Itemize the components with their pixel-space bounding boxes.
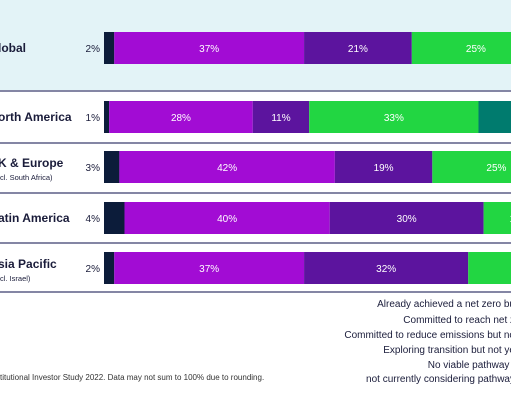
bar-value-label: 25% [466, 44, 486, 55]
category-sublabel: cl. South Africa) [0, 173, 53, 182]
bar-value-label: 28% [171, 113, 191, 124]
bar-value-label: 37% [199, 44, 219, 55]
legend-item-exploring: Exploring transition but not ye [383, 345, 511, 356]
bar-segment-r1-s2 [252, 101, 310, 133]
lead-percent-label: 3% [86, 163, 101, 174]
legend-item-committed-reduce: Committed to reduce emissions but no [344, 330, 511, 341]
bar-segment-r4-s2 [304, 252, 469, 284]
category-sublabel: cl. Israel) [0, 274, 31, 283]
bar-segment-r1-s0 [104, 101, 110, 133]
bar-segment-r0-s0 [104, 32, 115, 64]
bar-segments [104, 32, 511, 284]
bar-segment-r2-s1 [119, 151, 335, 183]
bar-segment-r2-s2 [334, 151, 433, 183]
category-label: orth America [0, 110, 72, 124]
bar-segment-r1-s1 [109, 101, 253, 133]
category-label: K & Europe [0, 156, 64, 170]
bar-value-label: 33% [384, 113, 404, 124]
legend-item-achieved: Already achieved a net zero bu [377, 299, 511, 310]
bar-value-label: 11% [271, 113, 290, 124]
lead-percent-label: 4% [86, 214, 101, 225]
bar-value-label: 40% [217, 214, 237, 225]
bar-segment-r4-s0 [104, 252, 115, 284]
bar-segment-r4-s1 [114, 252, 305, 284]
bar-segment-r1-s3 [309, 101, 479, 133]
lead-percent-label: 2% [86, 264, 101, 275]
bar-segment-r2-s3 [432, 151, 511, 183]
bar-value-label: 25% [486, 163, 506, 174]
bar-segment-r0-s3 [411, 32, 511, 64]
bar-segment-r1-s4 [478, 101, 511, 133]
bar-segment-r4-s3 [468, 252, 511, 284]
category-label: sia Pacific [0, 257, 57, 271]
bar-segment-r2-s0 [104, 151, 120, 183]
bar-segment-r3-s0 [104, 202, 125, 234]
bar-value-label: 32% [376, 264, 396, 275]
bar-segment-r3-s3 [483, 202, 511, 234]
bar-value-label: 30% [397, 214, 417, 225]
legend-item-committed-net-zero: Committed to reach net z [403, 315, 511, 326]
source-footnote: titutional Investor Study 2022. Data may… [0, 373, 265, 382]
bar-segment-r3-s2 [329, 202, 484, 234]
bar-value-label: 21% [348, 44, 368, 55]
category-label: atin America [0, 211, 70, 225]
bar-value-label: 37% [199, 264, 219, 275]
bar-segment-r3-s1 [124, 202, 330, 234]
lead-percent-label: 2% [86, 44, 101, 55]
lead-percent-label: 1% [86, 113, 101, 124]
legend-item-not-considering: not currently considering pathway [366, 374, 511, 385]
bar-segment-r0-s1 [114, 32, 305, 64]
bar-value-label: 14% [510, 214, 511, 225]
category-label: lobal [0, 41, 26, 55]
bar-segment-r0-s2 [304, 32, 412, 64]
bar-value-label: 42% [217, 163, 237, 174]
legend-item-no-pathway: No viable pathway t [427, 360, 511, 371]
bar-value-label: 19% [374, 163, 394, 174]
